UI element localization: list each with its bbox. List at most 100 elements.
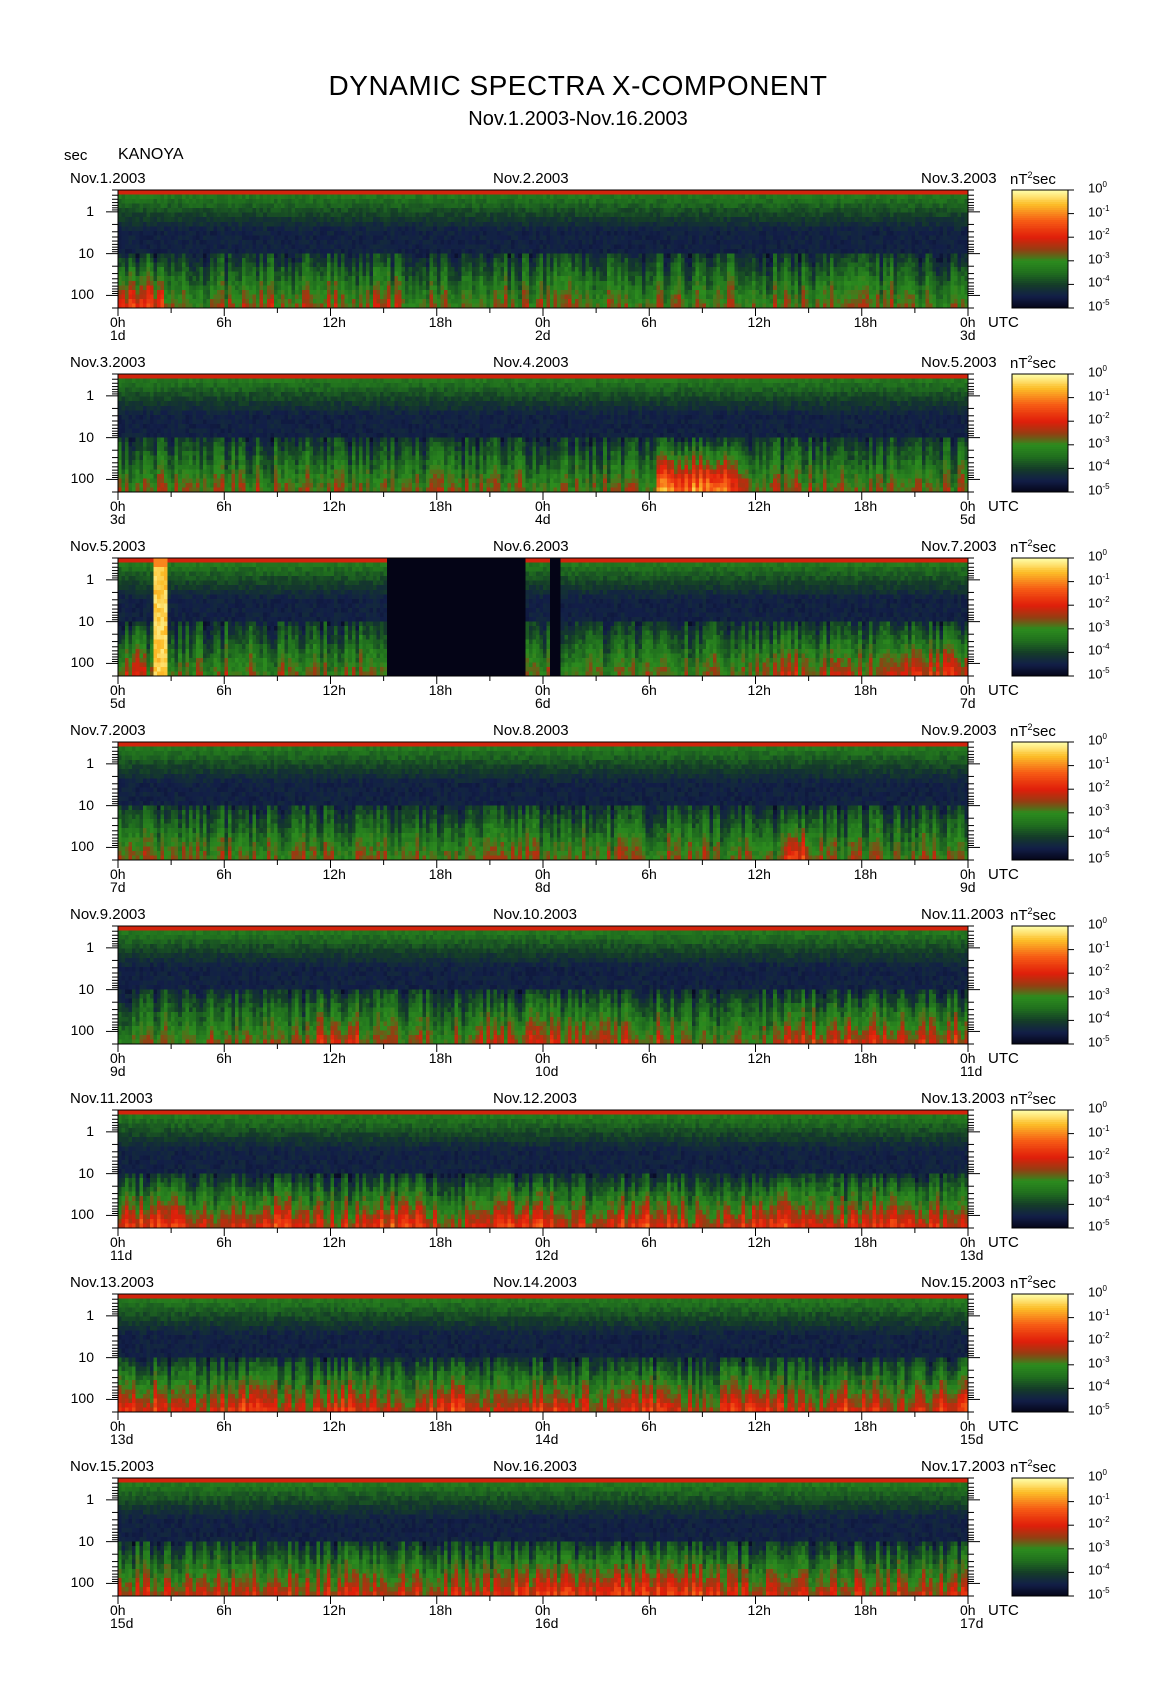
colorbar-label: 10-1	[1088, 756, 1110, 771]
y-tick-label: 10	[58, 429, 94, 445]
colorbar-label: 10-2	[1088, 227, 1110, 242]
day-label: 4d	[535, 511, 551, 527]
day-label: 6d	[535, 695, 551, 711]
x-tick-label: 12h	[748, 1050, 771, 1066]
x-tick-label: 6h	[216, 682, 232, 698]
colorbar-label: 10-4	[1088, 1562, 1110, 1577]
panel-date-mid: Nov.14.2003	[493, 1274, 577, 1291]
colorbar-label: 100	[1088, 732, 1107, 747]
colorbar	[1012, 926, 1068, 1045]
y-tick-label: 100	[58, 470, 94, 486]
y-tick-label: 10	[58, 1349, 94, 1365]
spectrum-panel: Nov.9.2003 Nov.10.2003 Nov.11.2003 nT2sec 1 1…	[0, 906, 1156, 1111]
spectrogram-plot	[106, 925, 1074, 1052]
colorbar-label: 10-3	[1088, 619, 1110, 634]
colorbar-label: 10-1	[1088, 572, 1110, 587]
colorbar-unit: nT2sec	[1010, 1458, 1056, 1476]
x-tick-label: 0h	[535, 866, 551, 882]
x-tick-label: 12h	[748, 1602, 771, 1618]
utc-label: UTC	[988, 1602, 1019, 1619]
x-tick-label: 12h	[748, 1418, 771, 1434]
x-tick-label: 0h	[110, 1234, 126, 1250]
day-label: 14d	[535, 1431, 558, 1447]
colorbar-label: 10-5	[1088, 1218, 1110, 1233]
x-tick-label: 6h	[216, 1234, 232, 1250]
colorbar-label: 10-2	[1088, 1331, 1110, 1346]
spectrum-panel: Nov.13.2003 Nov.14.2003 Nov.15.2003 nT2sec 1…	[0, 1274, 1156, 1479]
colorbar-label: 10-1	[1088, 940, 1110, 955]
colorbar-label: 10-5	[1088, 1402, 1110, 1417]
colorbar-label: 10-1	[1088, 204, 1110, 219]
colorbar-label: 10-3	[1088, 803, 1110, 818]
x-tick-label: 6h	[216, 498, 232, 514]
x-tick-label: 0h	[110, 866, 126, 882]
colorbar-label: 10-4	[1088, 1378, 1110, 1393]
y-tick-label: 100	[58, 838, 94, 854]
day-label: 16d	[535, 1615, 558, 1631]
y-tick-label: 10	[58, 797, 94, 813]
colorbar-label: 10-3	[1088, 251, 1110, 266]
day-label: 9d	[960, 879, 976, 895]
colorbar	[1012, 1478, 1068, 1597]
y-tick-label: 1	[58, 939, 94, 955]
colorbar	[1012, 1110, 1068, 1229]
colorbar-unit: nT2sec	[1010, 906, 1056, 924]
chart-title: DYNAMIC SPECTRA X-COMPONENT	[0, 70, 1156, 102]
x-tick-label: 0h	[110, 498, 126, 514]
panel-date-start: Nov.13.2003	[70, 1274, 154, 1291]
panel-date-end: Nov.5.2003	[921, 354, 997, 371]
colorbar-unit: nT2sec	[1010, 1090, 1056, 1108]
colorbar-label: 10-4	[1088, 458, 1110, 473]
y-tick-label: 1	[58, 203, 94, 219]
panel-date-start: Nov.1.2003	[70, 170, 146, 187]
panel-date-start: Nov.11.2003	[70, 1090, 153, 1107]
x-tick-label: 18h	[854, 866, 877, 882]
day-label: 11d	[960, 1063, 982, 1079]
colorbar-label: 10-5	[1088, 482, 1110, 497]
utc-label: UTC	[988, 682, 1019, 699]
colorbar-frame	[1011, 1293, 1069, 1413]
x-tick-label: 0h	[960, 498, 976, 514]
day-label: 11d	[110, 1247, 132, 1263]
colorbar-unit: nT2sec	[1010, 1274, 1056, 1292]
x-tick-label: 0h	[535, 314, 551, 330]
colorbar-frame	[1011, 189, 1069, 309]
x-tick-label: 0h	[535, 1050, 551, 1066]
colorbar-label: 10-5	[1088, 298, 1110, 313]
colorbar-label: 100	[1088, 1100, 1107, 1115]
x-tick-label: 18h	[429, 498, 452, 514]
spectrogram-cells	[118, 1110, 969, 1229]
colorbar-label: 10-4	[1088, 826, 1110, 841]
panel-date-end: Nov.15.2003	[921, 1274, 1005, 1291]
utc-label: UTC	[988, 866, 1019, 883]
x-tick-label: 12h	[748, 682, 771, 698]
x-tick-label: 0h	[960, 1602, 976, 1618]
x-tick-label: 12h	[748, 314, 771, 330]
x-tick-label: 6h	[641, 1418, 657, 1434]
colorbar-label: 10-1	[1088, 1124, 1110, 1139]
colorbar-label: 10-2	[1088, 1147, 1110, 1162]
x-tick-label: 6h	[216, 1050, 232, 1066]
x-tick-label: 6h	[641, 866, 657, 882]
x-tick-label: 18h	[429, 1418, 452, 1434]
colorbar-frame	[1011, 557, 1069, 677]
y-tick-label: 1	[58, 755, 94, 771]
y-tick-label: 10	[58, 1165, 94, 1181]
colorbar-label: 100	[1088, 548, 1107, 563]
x-tick-label: 12h	[323, 1602, 346, 1618]
y-tick-label: 1	[58, 1491, 94, 1507]
day-label: 5d	[960, 511, 976, 527]
spectrogram-cells	[118, 190, 969, 309]
y-tick-label: 10	[58, 1533, 94, 1549]
x-tick-label: 12h	[748, 498, 771, 514]
x-tick-label: 0h	[960, 314, 976, 330]
y-tick-label: 10	[58, 613, 94, 629]
colorbar-label: 10-1	[1088, 1492, 1110, 1507]
y-tick-label: 10	[58, 245, 94, 261]
panel-date-start: Nov.5.2003	[70, 538, 146, 555]
y-tick-label: 1	[58, 571, 94, 587]
day-label: 3d	[960, 327, 976, 343]
panel-date-mid: Nov.2.2003	[493, 170, 569, 187]
y-tick-label: 100	[58, 654, 94, 670]
x-tick-label: 6h	[216, 1418, 232, 1434]
